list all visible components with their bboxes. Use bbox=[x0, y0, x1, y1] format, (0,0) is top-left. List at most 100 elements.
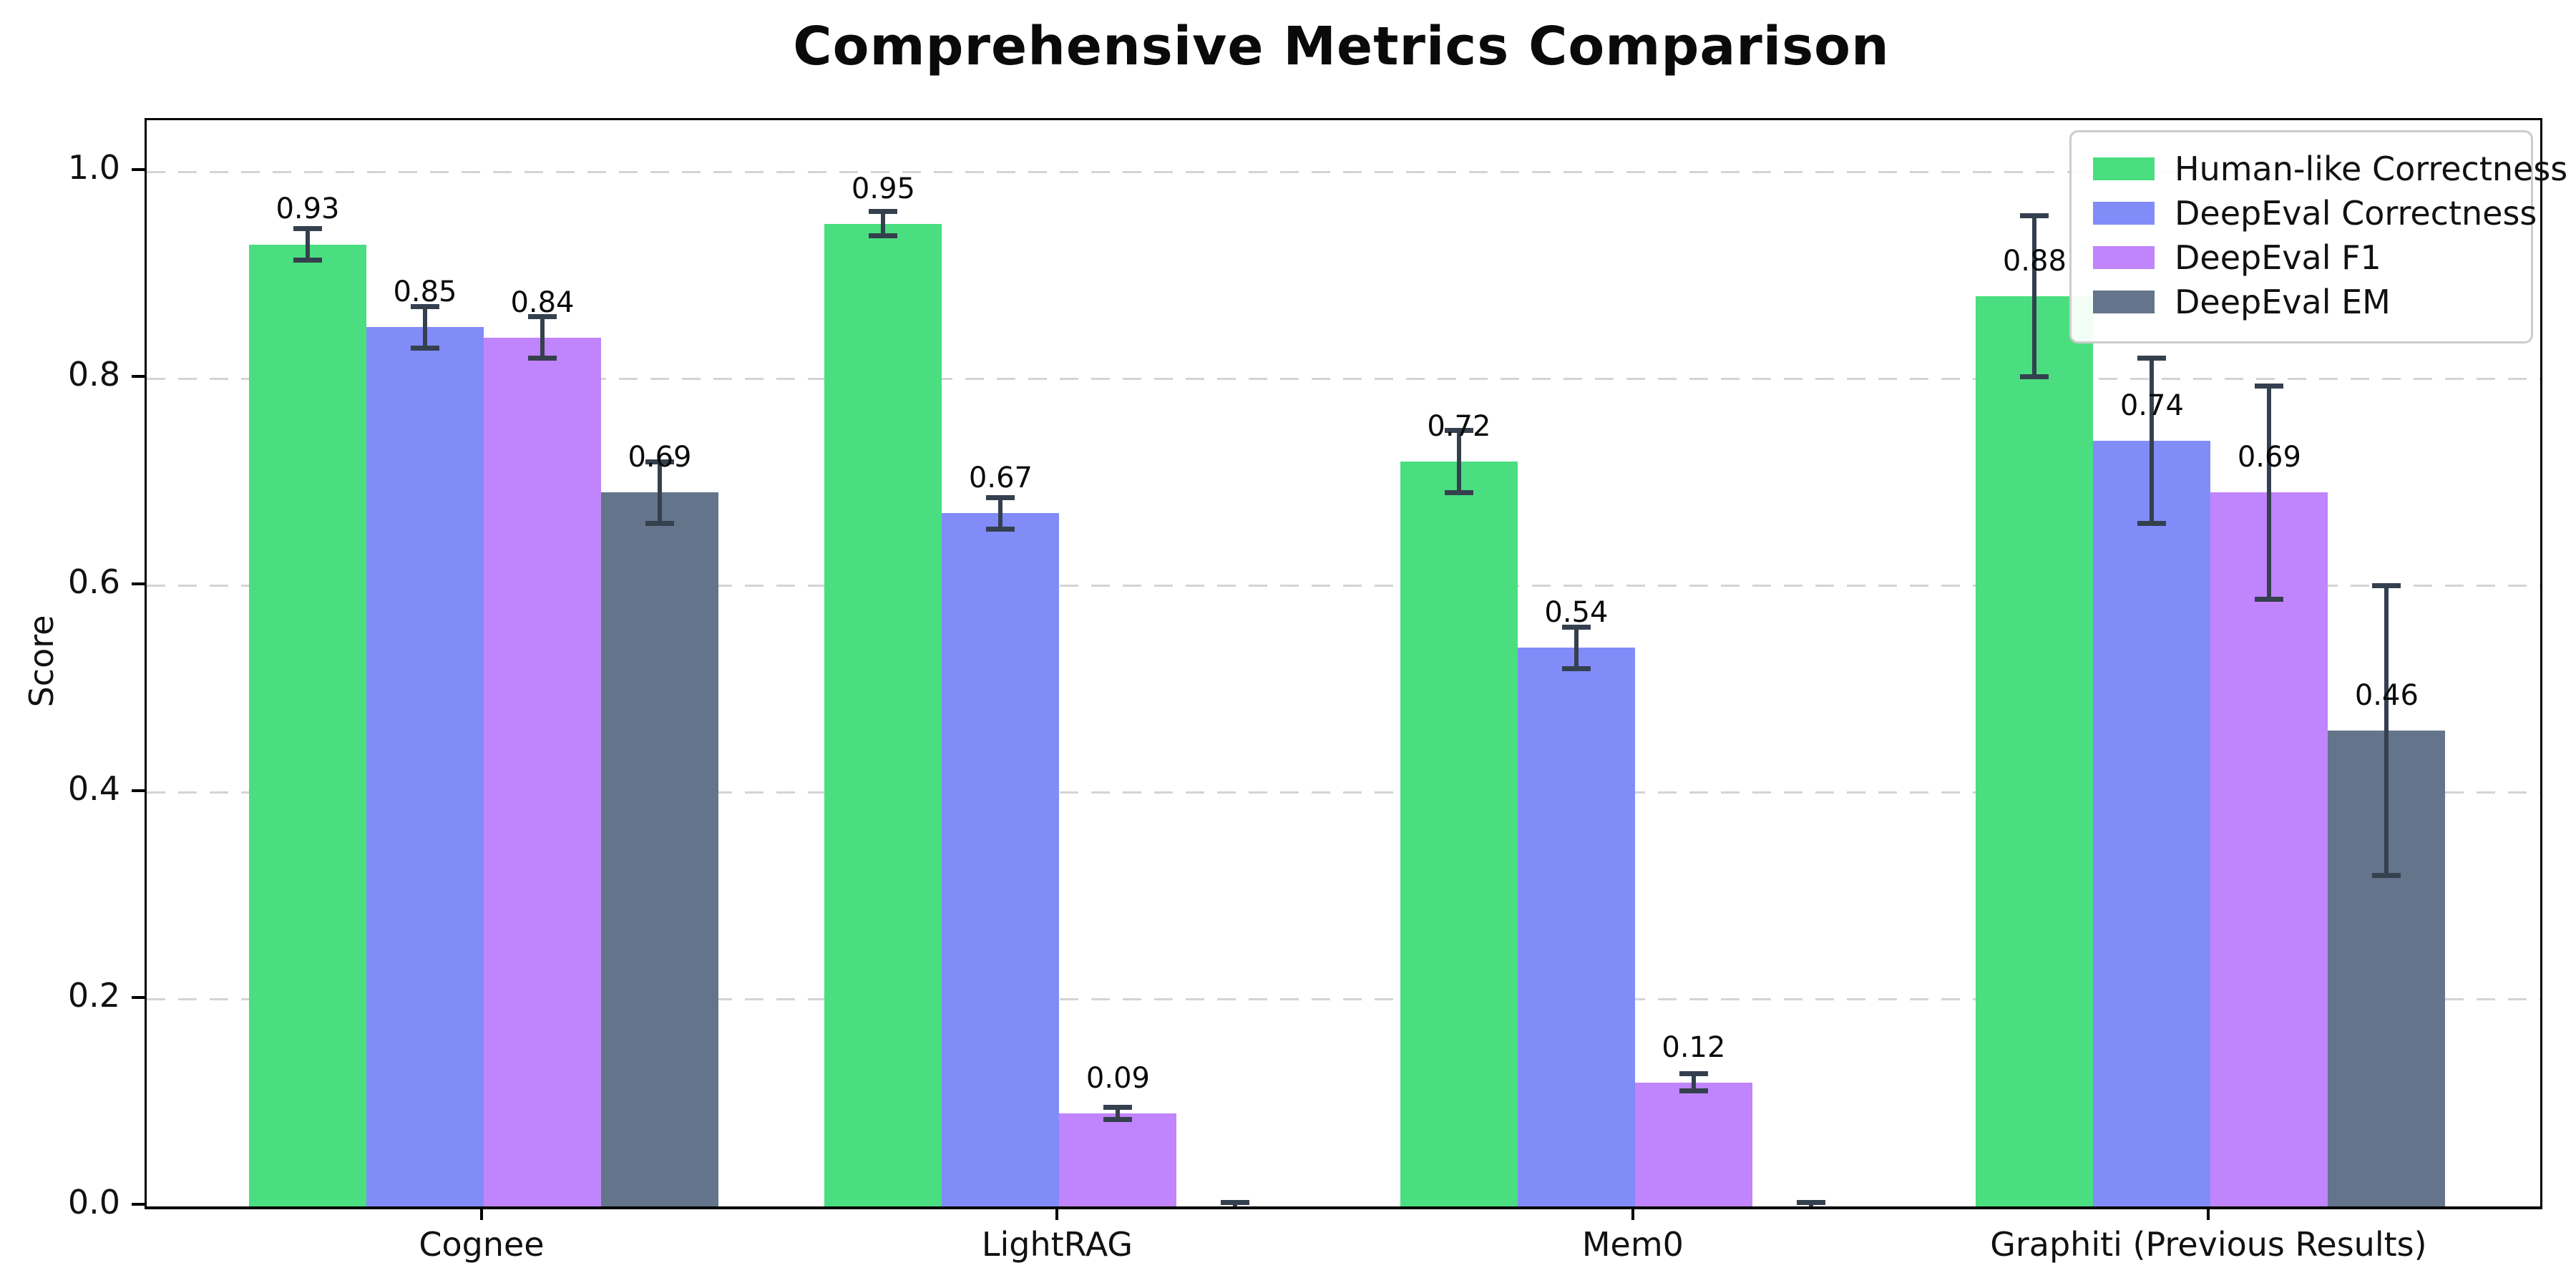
y-tick-label: 0.4 bbox=[67, 769, 120, 808]
error-bar-cap bbox=[2137, 521, 2167, 527]
x-tick-mark bbox=[479, 1207, 483, 1220]
error-bar-line bbox=[657, 462, 662, 524]
bar-value-label: 0.67 bbox=[968, 462, 1033, 495]
x-tick-label: Cognee bbox=[419, 1225, 545, 1264]
bar-value-label: 0.69 bbox=[2237, 441, 2301, 474]
x-tick-label: Graphiti (Previous Results) bbox=[1990, 1225, 2427, 1264]
bar-value-label: 0.12 bbox=[1662, 1030, 1726, 1064]
bar bbox=[824, 223, 942, 1206]
legend-item: Human-like Correctness bbox=[2072, 147, 2567, 191]
error-bar-cap bbox=[869, 233, 898, 239]
x-tick-mark bbox=[1055, 1207, 1059, 1220]
legend-swatch bbox=[2093, 157, 2155, 180]
legend-label: Human-like Correctness bbox=[2175, 150, 2568, 188]
error-bar-cap bbox=[1679, 1071, 1708, 1077]
y-tick-mark bbox=[132, 168, 145, 172]
error-bar-cap bbox=[527, 314, 557, 320]
error-bar-cap bbox=[1679, 1088, 1708, 1093]
error-bar-cap bbox=[1103, 1117, 1133, 1123]
y-tick-mark bbox=[132, 1203, 145, 1206]
error-bar-line bbox=[540, 316, 545, 358]
error-bar-cap bbox=[2255, 384, 2284, 389]
y-gridline bbox=[147, 170, 2540, 173]
bar-value-label: 0.72 bbox=[1427, 410, 1491, 444]
bar-value-label: 0.46 bbox=[2354, 678, 2419, 712]
bar-value-label: 0.88 bbox=[2002, 244, 2067, 278]
y-tick-label: 0.0 bbox=[67, 1183, 120, 1221]
error-bar-cap bbox=[410, 303, 439, 309]
error-bar-cap bbox=[1561, 665, 1591, 671]
legend-label: DeepEval EM bbox=[2175, 283, 2391, 321]
y-axis-label: Score bbox=[22, 615, 61, 708]
legend-item: DeepEval Correctness bbox=[2072, 191, 2537, 235]
error-bar-cap bbox=[2137, 356, 2167, 361]
legend-swatch bbox=[2093, 246, 2155, 269]
y-tick-mark bbox=[132, 582, 145, 585]
y-gridline bbox=[147, 585, 2540, 587]
bar bbox=[366, 327, 484, 1206]
error-bar-cap bbox=[1444, 428, 1473, 434]
bar bbox=[483, 337, 601, 1206]
bar-value-label: 0.85 bbox=[393, 275, 457, 309]
bar-value-label: 0.93 bbox=[275, 192, 340, 226]
bar bbox=[248, 244, 366, 1206]
legend-label: DeepEval F1 bbox=[2175, 238, 2381, 277]
error-bar-line bbox=[1456, 430, 1461, 493]
bar bbox=[2093, 441, 2211, 1206]
legend-label: DeepEval Correctness bbox=[2175, 194, 2537, 233]
x-tick-label: Mem0 bbox=[1581, 1225, 1684, 1264]
error-bar-cap bbox=[410, 345, 439, 351]
error-bar-cap bbox=[2372, 583, 2401, 589]
error-bar-line bbox=[1116, 1107, 1121, 1120]
y-tick-label: 1.0 bbox=[67, 148, 120, 187]
error-bar-cap bbox=[293, 257, 322, 263]
error-bar-line bbox=[305, 228, 310, 260]
error-bar-cap bbox=[1103, 1104, 1133, 1110]
error-bar-line bbox=[2384, 585, 2389, 876]
y-tick-mark bbox=[132, 995, 145, 999]
y-tick-mark bbox=[132, 375, 145, 379]
bar-value-label: 0.69 bbox=[628, 441, 692, 474]
error-bar-cap bbox=[527, 356, 557, 361]
bar-value-label: 0.54 bbox=[1544, 596, 1609, 630]
error-bar-cap bbox=[2020, 374, 2049, 380]
error-bar-line bbox=[998, 497, 1003, 530]
bar bbox=[1059, 1113, 1177, 1206]
y-gridline bbox=[147, 791, 2540, 794]
bar-value-label: 0.09 bbox=[1085, 1061, 1150, 1095]
bar-value-label: 0.95 bbox=[851, 172, 915, 205]
y-tick-mark bbox=[132, 789, 145, 792]
bar bbox=[2210, 492, 2328, 1206]
legend: Human-like Correctness DeepEval Correctne… bbox=[2069, 130, 2567, 343]
error-bar-cap bbox=[645, 459, 674, 464]
bar-value-label: 0.84 bbox=[510, 286, 575, 319]
bar bbox=[1400, 462, 1518, 1206]
error-bar-line bbox=[1574, 627, 1579, 669]
error-bar-cap bbox=[1444, 489, 1473, 495]
error-bar-line bbox=[422, 306, 427, 348]
error-bar-cap bbox=[1796, 1199, 1825, 1205]
y-tick-label: 0.6 bbox=[67, 562, 120, 601]
error-bar-cap bbox=[2372, 872, 2401, 878]
error-bar-line bbox=[2032, 215, 2037, 377]
error-bar-cap bbox=[869, 208, 898, 214]
error-bar-line bbox=[1691, 1073, 1696, 1091]
bar bbox=[600, 492, 718, 1206]
error-bar-cap bbox=[1221, 1208, 1249, 1209]
legend-swatch bbox=[2093, 291, 2155, 313]
y-gridline bbox=[147, 998, 2540, 1001]
y-gridline bbox=[147, 377, 2540, 380]
error-bar-cap bbox=[986, 495, 1015, 501]
bar-value-label: 0.74 bbox=[2119, 389, 2184, 423]
x-tick-mark bbox=[1631, 1207, 1634, 1220]
error-bar-cap bbox=[2020, 213, 2049, 218]
y-tick-label: 0.2 bbox=[67, 975, 120, 1015]
y-tick-label: 0.8 bbox=[67, 355, 120, 394]
error-bar-line bbox=[2150, 358, 2155, 524]
legend-item: DeepEval EM bbox=[2072, 280, 2531, 324]
bar bbox=[1517, 648, 1635, 1206]
bar bbox=[1976, 296, 2094, 1206]
x-tick-label: LightRAG bbox=[981, 1225, 1133, 1264]
legend-item: DeepEval F1 bbox=[2072, 235, 2531, 280]
